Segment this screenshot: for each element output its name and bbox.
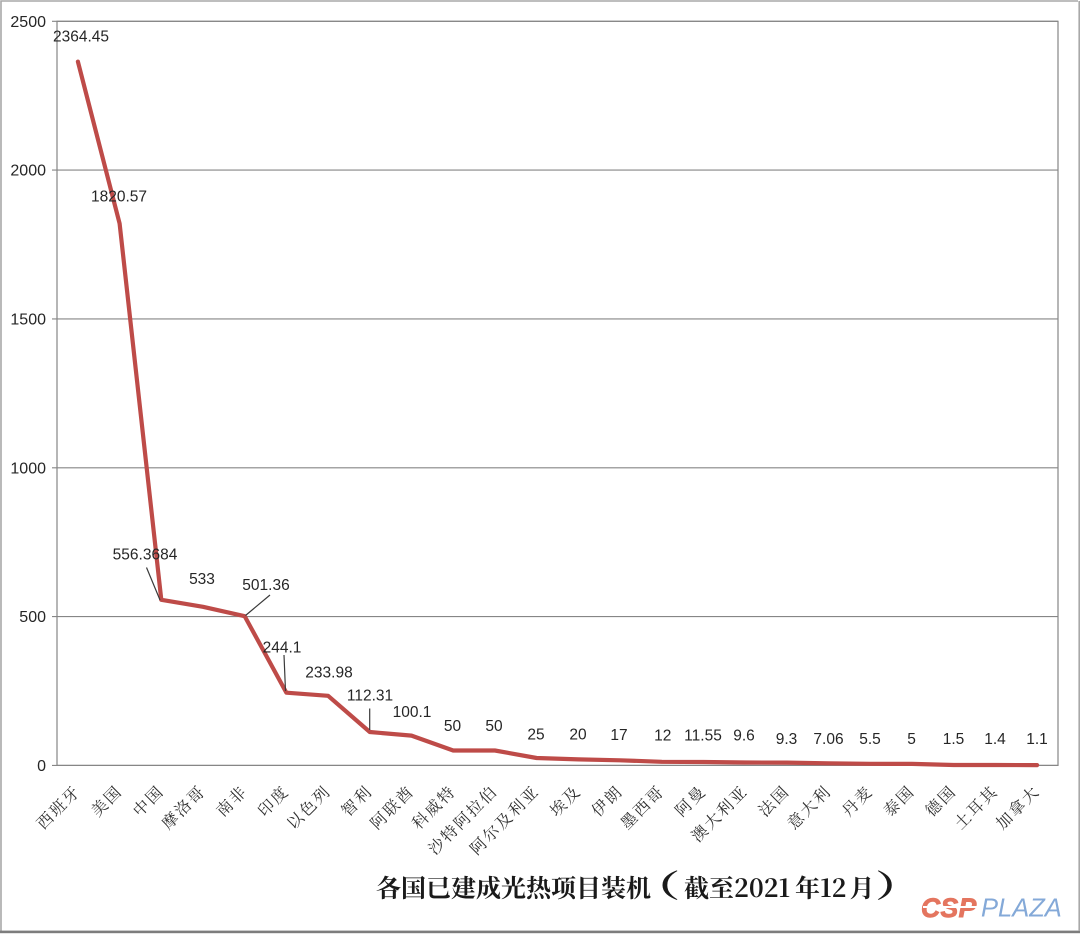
svg-text:5.5: 5.5 <box>859 731 881 748</box>
svg-text:5: 5 <box>907 731 916 748</box>
svg-text:50: 50 <box>444 718 462 735</box>
svg-text:0: 0 <box>37 758 46 775</box>
svg-text:2500: 2500 <box>10 14 46 31</box>
svg-text:556.3684: 556.3684 <box>113 546 178 563</box>
svg-text:9.6: 9.6 <box>733 727 755 744</box>
svg-text:500: 500 <box>19 609 46 626</box>
svg-text:11.55: 11.55 <box>684 727 722 744</box>
svg-text:501.36: 501.36 <box>242 577 289 594</box>
svg-text:20: 20 <box>569 726 587 743</box>
svg-text:1000: 1000 <box>10 460 46 477</box>
svg-text:17: 17 <box>610 727 627 744</box>
svg-text:533: 533 <box>189 571 215 588</box>
svg-text:112.31: 112.31 <box>347 687 393 704</box>
svg-text:2000: 2000 <box>10 163 46 180</box>
svg-text:25: 25 <box>527 726 544 743</box>
svg-text:100.1: 100.1 <box>393 704 432 721</box>
svg-text:50: 50 <box>485 718 503 735</box>
svg-text:244.1: 244.1 <box>263 639 302 656</box>
svg-text:1.4: 1.4 <box>984 731 1006 748</box>
svg-text:1820.57: 1820.57 <box>91 188 147 205</box>
svg-text:233.98: 233.98 <box>305 664 352 681</box>
svg-text:1.5: 1.5 <box>943 731 965 748</box>
svg-text:PLAZA: PLAZA <box>981 895 1062 923</box>
svg-text:2364.45: 2364.45 <box>53 28 109 45</box>
svg-text:1.1: 1.1 <box>1026 731 1048 748</box>
svg-text:1500: 1500 <box>10 312 46 329</box>
svg-text:9.3: 9.3 <box>776 731 798 748</box>
svg-text:12: 12 <box>654 727 671 744</box>
svg-text:7.06: 7.06 <box>813 731 843 748</box>
